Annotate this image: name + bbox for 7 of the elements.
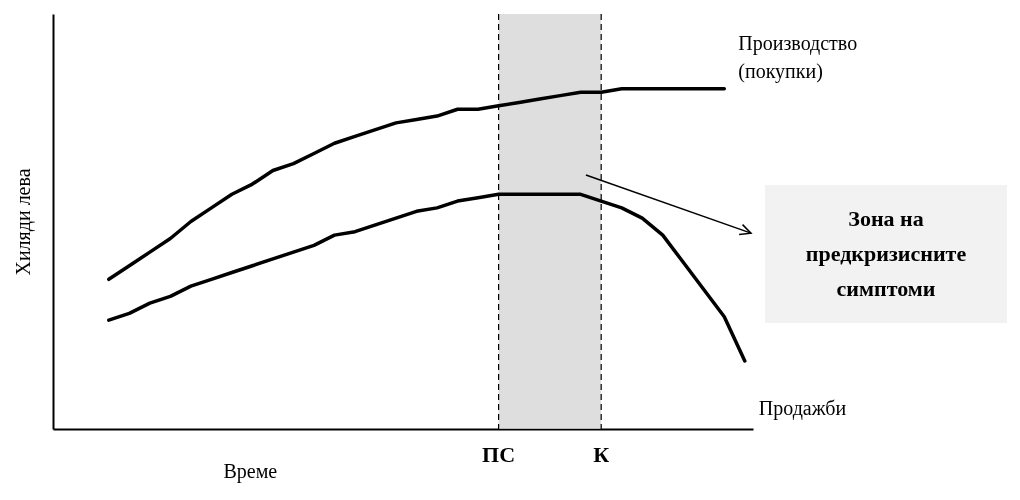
text: Зона на предкризисните симптоми bbox=[765, 185, 1007, 323]
x-tick-label: ПС bbox=[482, 442, 516, 467]
series-label: Производство (покупки) bbox=[738, 31, 858, 83]
series-label: Продажби bbox=[758, 396, 847, 420]
x-axis-title: Време bbox=[223, 459, 278, 483]
y-axis-title: Хиляди лева bbox=[11, 168, 35, 276]
x-tick-label: К bbox=[593, 442, 610, 467]
